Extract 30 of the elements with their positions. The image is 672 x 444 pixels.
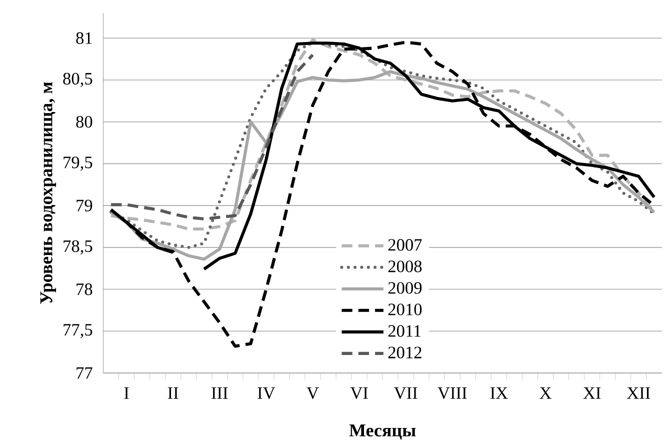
y-axis-title: Уровень водохранилища, м (40, 82, 56, 304)
y-tick-label: 78,5 (64, 240, 92, 255)
legend-label: 2012 (388, 346, 422, 358)
legend-label: 2008 (388, 260, 422, 272)
y-tick-label: 80 (76, 116, 92, 128)
y-tick-label: 77,5 (64, 324, 92, 338)
x-tick-label: XII (626, 387, 650, 399)
x-tick-label: I (124, 387, 129, 399)
x-tick-label: IX (490, 387, 508, 399)
line-series (109, 53, 314, 221)
legend-label: 2007 (388, 239, 422, 251)
y-tick-label: 79,5 (64, 156, 92, 171)
x-tick-label: III (212, 387, 228, 399)
x-tick-label: IV (258, 387, 276, 400)
legend-label: 2010 (388, 304, 422, 316)
y-tick-label: 77 (76, 367, 92, 379)
legend-label: 2011 (388, 325, 421, 337)
x-tick-label: XI (583, 387, 601, 399)
x-tick-label: VI (350, 387, 368, 400)
x-tick-label: II (168, 387, 178, 399)
y-tick-label: 80,5 (63, 72, 92, 88)
x-tick-label: VII (394, 387, 418, 400)
x-tick-label: V (306, 387, 319, 400)
y-tick-label: 79 (76, 200, 92, 212)
x-tick-label: VIII (438, 387, 467, 400)
x-tick-label: X (540, 387, 552, 399)
y-tick-label: 81 (76, 32, 92, 44)
y-tick-label: 78 (76, 283, 92, 296)
legend-label: 2009 (388, 282, 422, 294)
x-axis-title: Месяцы (349, 424, 416, 440)
